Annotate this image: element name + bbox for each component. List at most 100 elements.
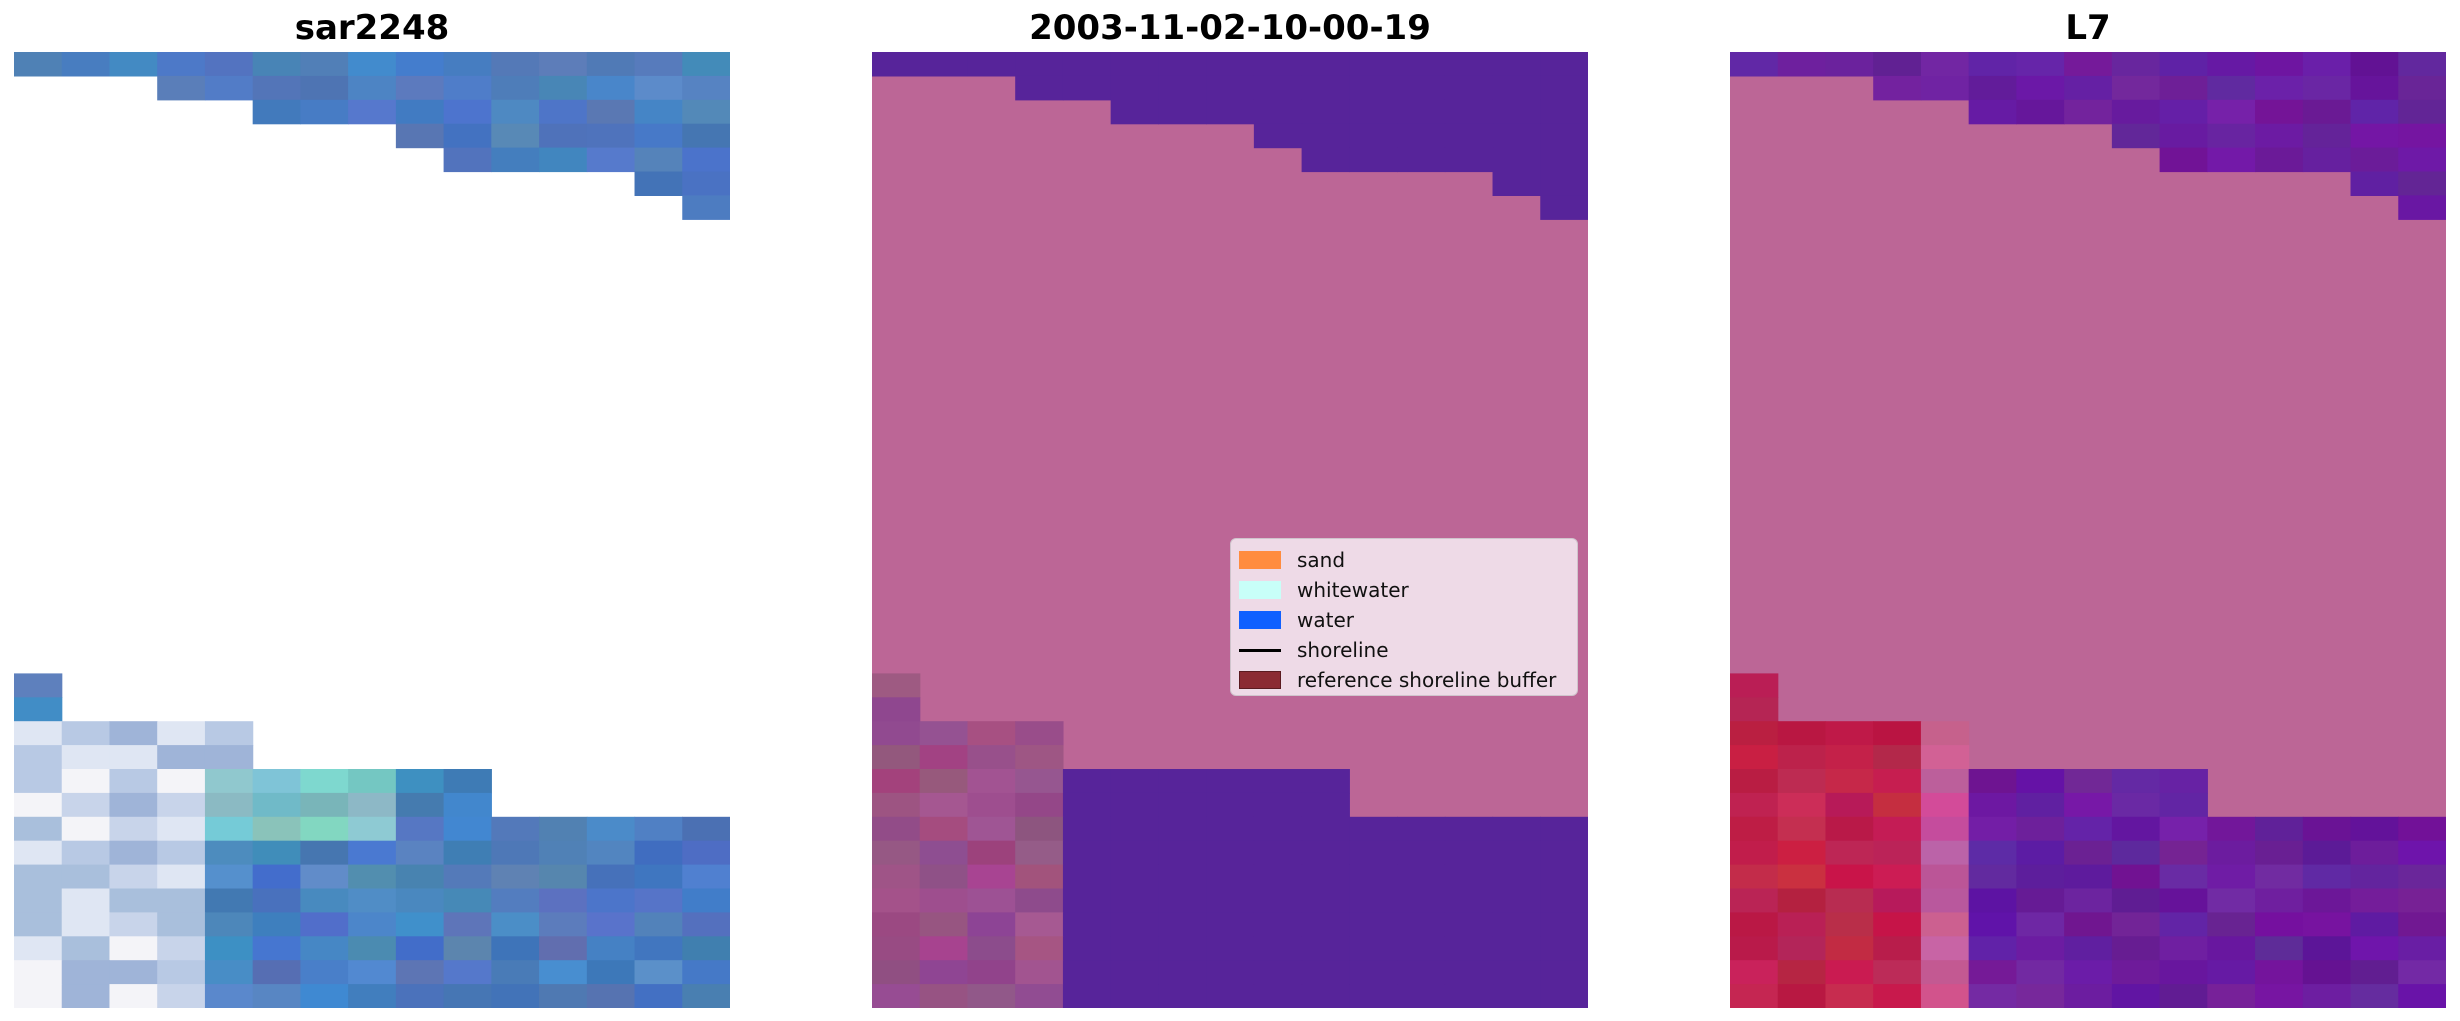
index-pixel (2207, 888, 2256, 913)
class-pixel (1397, 984, 1446, 1008)
class-pixel (1349, 984, 1398, 1008)
class-pixel (1110, 936, 1159, 961)
index-pixel (1873, 912, 1922, 937)
index-pixel (2302, 960, 2352, 985)
sar-pixel (14, 864, 63, 890)
sar-pixel (682, 99, 730, 125)
class-pixel (967, 816, 1016, 842)
sar-pixel (491, 99, 540, 125)
classification-image (872, 52, 1588, 1008)
class-pixel (1158, 840, 1207, 866)
sar-pixel (157, 792, 206, 818)
index-pixel (1730, 840, 1779, 866)
index-pixel (1968, 936, 2017, 961)
index-pixel (2207, 147, 2256, 173)
sar-pixel (348, 864, 397, 890)
class-pixel (1253, 984, 1303, 1008)
index-pixel (2302, 147, 2352, 173)
sar-pixel (157, 769, 206, 794)
class-pixel (1110, 864, 1159, 890)
class-pixel (1397, 960, 1446, 985)
index-pixel (1873, 840, 1922, 866)
sar-pixel (14, 792, 63, 818)
class-pixel (1110, 816, 1159, 842)
index-pixel (1777, 864, 1827, 890)
index-pixel (1968, 99, 2017, 125)
class-pixel (872, 936, 921, 961)
panel-title-sar: sar2248 (294, 8, 450, 48)
index-pixel (1968, 816, 2017, 842)
sar-pixel (157, 864, 206, 890)
class-pixel (1540, 816, 1588, 842)
class-pixel (1110, 99, 1159, 125)
index-pixel (1920, 960, 1970, 985)
sar-pixel (61, 840, 111, 866)
sar-pixel (252, 816, 301, 842)
index-pixel (2302, 99, 2352, 125)
sar-pixel (682, 75, 730, 101)
index-pixel (2350, 840, 2399, 866)
sar-pixel (14, 888, 63, 913)
class-pixel (1015, 816, 1064, 842)
index-pixel (1968, 984, 2017, 1008)
class-pixel (1492, 75, 1541, 101)
index-pixel (2016, 912, 2065, 937)
index-pixel (2255, 52, 2304, 77)
sar-pixel (14, 697, 63, 722)
class-pixel (1397, 912, 1446, 937)
index-pixel (2159, 52, 2208, 77)
index-pixel (2159, 912, 2208, 937)
sar-pixel (491, 984, 540, 1008)
index-pixel (2398, 912, 2446, 937)
sar-pixel (204, 745, 254, 770)
sar-pixel (443, 147, 492, 173)
sar-pixel (157, 745, 206, 770)
sar-pixel (157, 816, 206, 842)
index-pixel (2159, 888, 2208, 913)
class-pixel (1349, 864, 1398, 890)
sar-pixel (252, 769, 301, 794)
class-pixel (1110, 75, 1159, 101)
sar-pixel (682, 840, 730, 866)
index-pixel (1968, 769, 2017, 794)
class-pixel (919, 960, 969, 985)
class-pixel (1301, 769, 1350, 794)
class-pixel (1444, 960, 1494, 985)
sar-pixel (586, 984, 636, 1008)
index-pixel (2016, 99, 2065, 125)
class-pixel (1253, 816, 1303, 842)
class-pixel (1110, 792, 1159, 818)
legend-label: sand (1297, 548, 1346, 572)
sar-pixel (61, 721, 111, 746)
sar-pixel (443, 888, 492, 913)
sar-pixel (157, 912, 206, 937)
index-pixel (2016, 960, 2065, 985)
sar-pixel (157, 984, 206, 1008)
index-pixel (2350, 888, 2399, 913)
sar-pixel (443, 840, 492, 866)
class-pixel (1349, 147, 1398, 173)
index-pixel (1825, 960, 1874, 985)
sar-pixel (348, 840, 397, 866)
sar-pixel (634, 864, 683, 890)
class-pixel (1444, 99, 1494, 125)
sar-pixel (539, 147, 588, 173)
class-pixel (1301, 52, 1350, 77)
class-pixel (1301, 984, 1350, 1008)
sar-pixel (586, 888, 636, 913)
index-pixel (1968, 75, 2017, 101)
sar-pixel (204, 984, 254, 1008)
legend-label: shoreline (1297, 638, 1389, 662)
class-pixel (1110, 912, 1159, 937)
index-pixel (2398, 816, 2446, 842)
class-pixel (872, 769, 921, 794)
class-pixel (1397, 123, 1446, 149)
class-pixel (1397, 888, 1446, 913)
sar-pixel (395, 960, 445, 985)
class-pixel (872, 840, 921, 866)
class-pixel (1540, 936, 1588, 961)
class-pixel (1253, 936, 1303, 961)
index-pixel (1777, 816, 1827, 842)
class-pixel (1158, 960, 1207, 985)
sar-pixel (443, 936, 492, 961)
